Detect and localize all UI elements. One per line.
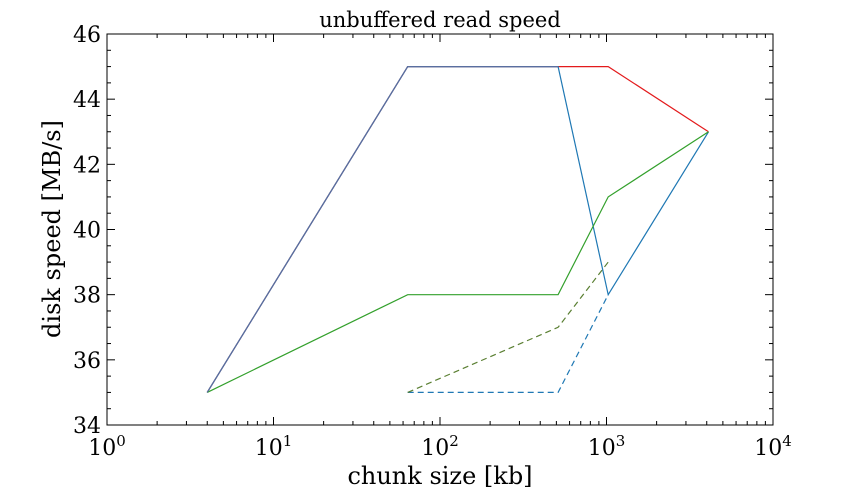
x-tick-label-base: 10: [588, 436, 616, 461]
x-tick-label-exponent: 2: [449, 432, 459, 450]
x-tick-label: 101: [255, 432, 293, 461]
x-tick-label: 103: [588, 432, 626, 461]
x-tick-label-exponent: 3: [616, 432, 626, 450]
x-tick-label-exponent: 4: [782, 432, 792, 450]
major-ticks: [106, 33, 774, 426]
y-tick-label: 40: [73, 219, 101, 244]
x-tick-label-exponent: 1: [283, 432, 293, 450]
series-layer: [206, 65, 710, 393]
x-axis-label: chunk size [kb]: [347, 462, 532, 490]
x-tick-label-base: 10: [754, 436, 782, 461]
chart-title: unbuffered read speed: [319, 8, 561, 32]
minor-ticks: [107, 34, 773, 425]
y-tick-label: 38: [73, 284, 101, 309]
x-tick-label-exponent: 0: [116, 432, 126, 450]
y-tick-label: 36: [73, 349, 101, 374]
series-line-4: [206, 65, 559, 393]
series-line-6: [407, 261, 609, 393]
y-tick-label: 42: [73, 153, 101, 178]
x-tick-label: 100: [88, 432, 126, 461]
y-tick-label: 44: [73, 88, 101, 113]
x-tick-labels: 100 101 102 103 104: [88, 432, 792, 461]
series-line-2: [206, 65, 710, 393]
plot-frame: [106, 33, 774, 426]
y-axis-label: disk speed [MB/s]: [38, 120, 66, 338]
x-tick-label-base: 10: [255, 436, 283, 461]
series-line-3: [206, 131, 709, 393]
series-line-5: [407, 294, 609, 393]
series-line-1: [206, 65, 709, 393]
x-tick-label: 102: [421, 432, 459, 461]
x-tick-label-base: 10: [88, 436, 116, 461]
y-tick-labels: 34 36 38 40 42 44 46: [73, 23, 101, 439]
x-tick-label-base: 10: [421, 436, 449, 461]
y-tick-label: 34: [73, 414, 101, 439]
x-tick-label: 104: [754, 432, 792, 461]
y-tick-label: 46: [73, 23, 101, 48]
